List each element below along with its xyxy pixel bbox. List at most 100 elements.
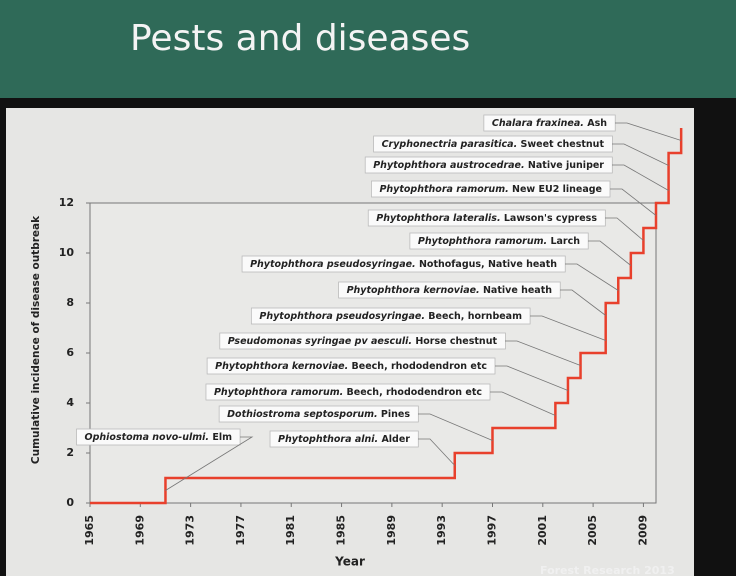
annotation-host: Alder xyxy=(381,434,410,445)
annotation-label: Phytophthora ramorum. Beech, rhododendro… xyxy=(214,387,482,398)
x-tick-label: 1993 xyxy=(435,515,448,546)
annotation-label: Phytophthora kernoviae. Native heath xyxy=(347,285,553,296)
annotation: Phytophthora pseudosyringae. Beech, horn… xyxy=(250,307,606,341)
annotation-species: Phytophthora ramorum. xyxy=(214,387,343,398)
annotation-host: Beech, rhododendron etc xyxy=(352,361,487,372)
y-tick-label: 0 xyxy=(66,496,74,509)
annotation-label: Cryphonectria parasitica. Sweet chestnut xyxy=(382,139,605,150)
annotation-label: Phytophthora alni. Alder xyxy=(278,434,410,445)
annotation-host: Pines xyxy=(381,409,410,420)
x-tick-label: 2001 xyxy=(536,515,549,546)
leader-line xyxy=(418,438,456,466)
leader-line xyxy=(490,391,556,416)
annotation: Phytophthora kernoviae. Beech, rhododend… xyxy=(206,357,569,391)
annotation-host: Elm xyxy=(212,432,232,443)
annotation: Ophiostoma novo-ulmi. Elm xyxy=(76,428,254,491)
annotation: Dothiostroma septosporum. Pines xyxy=(218,405,493,441)
annotation-host: Lawson's cypress xyxy=(504,213,597,224)
annotation-label: Ophiostoma novo-ulmi. Elm xyxy=(85,432,233,443)
plot-box xyxy=(89,202,657,504)
annotation-species: Phytophthora austrocedrae. xyxy=(373,160,524,171)
y-tick-label: 4 xyxy=(66,396,74,409)
annotation-species: Ophiostoma novo-ulmi. xyxy=(85,432,210,443)
x-tick-label: 2009 xyxy=(636,515,649,546)
annotation-host: Beech, hornbeam xyxy=(428,311,522,322)
annotation: Phytophthora kernoviae. Native heath xyxy=(338,281,606,316)
annotation-host: Beech, rhododendron etc xyxy=(347,387,482,398)
leader-line xyxy=(588,240,632,266)
annotation: Phytophthora alni. Alder xyxy=(269,430,456,466)
annotation-host: Horse chestnut xyxy=(415,336,497,347)
annotation-label: Phytophthora lateralis. Lawson's cypress xyxy=(376,213,597,224)
annotation-label: Phytophthora pseudosyringae. Beech, horn… xyxy=(259,311,522,322)
annotation-label: Phytophthora ramorum. Larch xyxy=(418,236,580,247)
x-tick-label: 1981 xyxy=(284,515,297,546)
x-tick-label: 1977 xyxy=(234,515,247,546)
y-tick-label: 12 xyxy=(59,196,74,209)
annotation-label: Chalara fraxinea. Ash xyxy=(492,118,607,129)
annotation-species: Phytophthora ramorum. xyxy=(418,236,547,247)
leader-line xyxy=(612,164,669,191)
x-tick-label: 2005 xyxy=(586,515,599,546)
x-tick-label: 1997 xyxy=(485,515,498,546)
annotation-species: Phytophthora kernoviae. xyxy=(215,361,348,372)
annotation-label: Pseudomonas syringae pv aesculi. Horse c… xyxy=(228,336,498,347)
x-tick-label: 1973 xyxy=(184,515,197,546)
x-axis-label: Year xyxy=(334,555,365,569)
annotation-species: Phytophthora pseudosyringae. xyxy=(250,259,416,270)
leader-line xyxy=(530,315,606,341)
y-tick-label: 2 xyxy=(66,446,74,459)
annotation-label: Phytophthora ramorum. New EU2 lineage xyxy=(379,184,602,195)
footer: Forest Research 2013 xyxy=(540,564,675,576)
y-axis-label: Cumulative incidence of disease outbreak xyxy=(30,215,42,464)
y-tick-label: 6 xyxy=(66,346,74,359)
leader-line xyxy=(615,122,682,141)
annotation-host: Native juniper xyxy=(528,160,604,171)
annotation: Phytophthora lateralis. Lawson's cypress xyxy=(367,209,644,241)
annotation-host: Nothofagus, Native heath xyxy=(419,259,557,270)
leader-line xyxy=(165,436,254,491)
annotation-species: Phytophthora ramorum. xyxy=(379,184,508,195)
annotation-species: Phytophthora pseudosyringae. xyxy=(259,311,425,322)
x-tick-label: 1989 xyxy=(385,515,398,546)
leader-line xyxy=(495,365,569,391)
step-line xyxy=(90,128,683,505)
x-tick-label: 1965 xyxy=(83,515,96,546)
leader-line xyxy=(560,289,606,316)
annotation-host: Native heath xyxy=(483,285,552,296)
annotation-host: Sweet chestnut xyxy=(521,139,605,150)
annotation: Phytophthora ramorum. Beech, rhododendro… xyxy=(205,383,556,416)
annotation-host: New EU2 lineage xyxy=(512,184,602,195)
annotation-species: Phytophthora lateralis. xyxy=(376,213,500,224)
annotation-species: Phytophthora alni. xyxy=(278,434,378,445)
leader-line xyxy=(505,340,581,366)
annotation: Phytophthora pseudosyringae. Nothofagus,… xyxy=(241,255,619,291)
annotation-species: Dothiostroma septosporum. xyxy=(227,409,377,420)
annotation: Cryphonectria parasitica. Sweet chestnut xyxy=(373,135,669,166)
annotation: Phytophthora ramorum. Larch xyxy=(409,232,632,266)
slide-title: Pests and diseases xyxy=(130,18,470,59)
annotation: Phytophthora austrocedrae. Native junipe… xyxy=(364,156,669,191)
y-tick-label: 10 xyxy=(59,246,75,259)
leader-line xyxy=(565,263,619,291)
annotation-label: Phytophthora austrocedrae. Native junipe… xyxy=(373,160,604,171)
annotation-label: Phytophthora kernoviae. Beech, rhododend… xyxy=(215,361,487,372)
x-tick-label: 1985 xyxy=(335,515,348,546)
annotation-species: Pseudomonas syringae pv aesculi. xyxy=(228,336,412,347)
annotation: Phytophthora ramorum. New EU2 lineage xyxy=(371,180,657,216)
annotation-species: Cryphonectria parasitica. xyxy=(382,139,518,150)
x-tick-label: 1969 xyxy=(133,515,146,546)
leader-line xyxy=(418,413,493,441)
leader-line xyxy=(612,143,669,166)
leader-line xyxy=(605,217,644,241)
annotation-label: Dothiostroma septosporum. Pines xyxy=(227,409,410,420)
annotation-host: Ash xyxy=(587,118,607,129)
leader-line xyxy=(610,188,657,216)
y-tick-label: 8 xyxy=(66,296,74,309)
annotation: Pseudomonas syringae pv aesculi. Horse c… xyxy=(219,332,581,366)
annotation-label: Phytophthora pseudosyringae. Nothofagus,… xyxy=(250,259,557,270)
header-band xyxy=(0,0,736,100)
annotation-host: Larch xyxy=(550,236,580,247)
annotation-species: Phytophthora kernoviae. xyxy=(347,285,480,296)
